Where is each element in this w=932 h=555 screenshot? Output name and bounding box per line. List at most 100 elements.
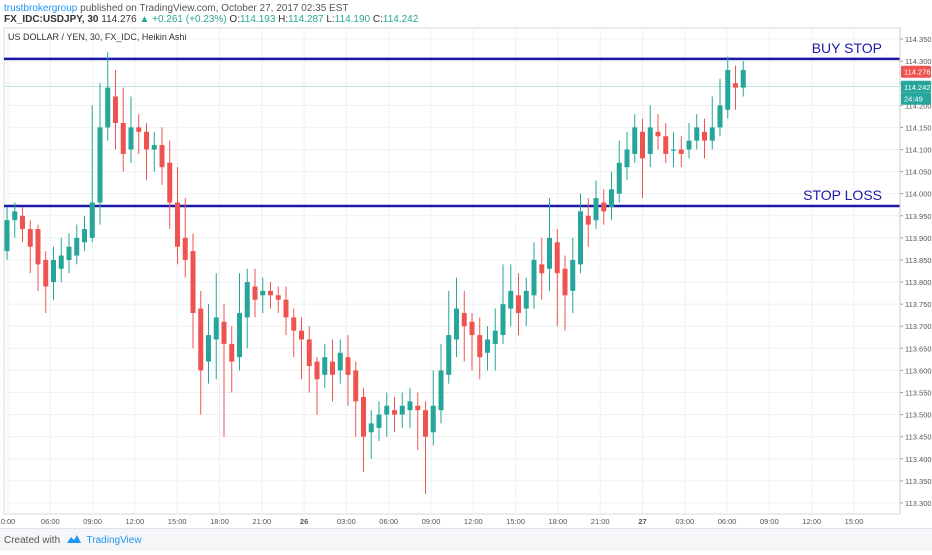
- y-tick-label: 113.650: [905, 344, 932, 353]
- candle-body: [624, 149, 630, 168]
- candle-body: [190, 251, 196, 313]
- candle-body: [12, 211, 18, 221]
- price-label-text: 24:49: [904, 95, 923, 104]
- candle-body: [461, 312, 467, 327]
- publish-line: trustbrokergroup published on TradingVie…: [4, 3, 348, 14]
- candle-body: [136, 127, 142, 132]
- candle-body: [51, 259, 56, 283]
- candle-body: [384, 405, 390, 415]
- candle-body: [593, 198, 599, 221]
- y-tick-label: 114.000: [905, 190, 932, 199]
- tradingview-link[interactable]: TradingView: [86, 535, 142, 547]
- candle-body: [500, 304, 506, 336]
- y-tick-label: 113.350: [905, 477, 932, 486]
- trade-line-label: BUY STOP: [812, 40, 882, 56]
- x-tick-label: 06:00: [718, 517, 737, 526]
- candle-body: [632, 127, 638, 154]
- x-tick-label: 09:00: [422, 517, 441, 526]
- candle-body: [144, 131, 149, 150]
- candle-body: [120, 122, 126, 154]
- candle-body: [454, 308, 459, 340]
- x-tick-label: 03:00: [337, 517, 356, 526]
- author-link[interactable]: trustbrokergroup: [4, 3, 78, 14]
- candle-body: [113, 96, 118, 123]
- candle-body: [244, 282, 250, 318]
- tradingview-logo-icon: [66, 534, 81, 547]
- candle-body: [554, 242, 560, 274]
- candle-body: [237, 312, 242, 358]
- candle-body: [167, 162, 173, 203]
- candle-body: [717, 105, 723, 128]
- y-tick-label: 113.700: [905, 322, 932, 331]
- candle-body: [686, 140, 692, 150]
- candle-body: [82, 229, 87, 243]
- candle-body: [27, 229, 33, 247]
- x-tick-label: 26: [300, 517, 308, 526]
- candle-body: [647, 127, 653, 154]
- chart-title: US DOLLAR / YEN, 30, FX_IDC, Heikin Ashi: [8, 32, 186, 42]
- y-tick-label: 114.300: [905, 57, 932, 66]
- candle-body: [392, 410, 397, 415]
- candle-body: [415, 405, 421, 411]
- candle-body: [221, 321, 227, 344]
- x-tick-label: 27: [638, 517, 646, 526]
- y-tick-label: 114.150: [905, 123, 932, 132]
- candle-body: [655, 131, 661, 137]
- x-tick-label: 06:00: [41, 517, 60, 526]
- candle-body: [562, 268, 568, 296]
- y-tick-label: 114.350: [905, 35, 932, 44]
- y-tick-label: 113.750: [905, 300, 932, 309]
- y-tick-label: 113.300: [905, 499, 932, 508]
- candle-body: [345, 357, 351, 375]
- candle-body: [229, 343, 235, 362]
- candle-body: [523, 290, 529, 309]
- open-label: O:: [229, 14, 240, 25]
- x-tick-label: 12:00: [464, 517, 483, 526]
- close-value: 114.242: [382, 14, 419, 25]
- close-label: C:: [372, 14, 383, 25]
- candle-body: [314, 361, 320, 380]
- price-label-text: 114.276: [904, 68, 931, 77]
- high-value: 114.287: [288, 14, 324, 25]
- x-tick-label: 18:00: [210, 517, 229, 526]
- candle-body: [663, 136, 669, 154]
- candle-body: [182, 237, 188, 260]
- y-tick-label: 113.950: [905, 212, 932, 221]
- candle-body: [20, 215, 25, 230]
- candle-body: [601, 202, 607, 212]
- x-tick-label: 0:00: [1, 517, 16, 526]
- candle-body: [578, 211, 583, 265]
- candle-body: [35, 229, 41, 265]
- candle-body: [438, 370, 444, 411]
- candle-body: [275, 295, 281, 300]
- candle-body: [477, 335, 483, 358]
- candle-body: [709, 127, 715, 141]
- candle-body: [89, 202, 95, 238]
- x-tick-label: 09:00: [760, 517, 779, 526]
- candle-body: [423, 410, 428, 437]
- candles: [4, 52, 746, 495]
- candle-body: [268, 290, 273, 296]
- candle-body: [539, 264, 545, 274]
- candle-body: [678, 149, 684, 154]
- y-tick-label: 113.800: [905, 278, 932, 287]
- candle-body: [213, 317, 219, 340]
- candle-body: [66, 246, 72, 260]
- x-tick-label: 06:00: [379, 517, 398, 526]
- candle-body: [353, 370, 359, 402]
- candle-body: [128, 127, 134, 150]
- candle-body: [74, 237, 80, 256]
- x-tick-label: 03:00: [675, 517, 694, 526]
- candle-body: [725, 69, 731, 110]
- candle-body: [337, 352, 343, 371]
- published-text: published on TradingView.com, October 27…: [80, 3, 349, 14]
- candle-body: [516, 295, 521, 313]
- candle-body: [198, 308, 204, 371]
- candle-body: [151, 145, 157, 150]
- x-tick-label: 21:00: [591, 517, 610, 526]
- candle-body: [206, 335, 211, 362]
- candle-body: [671, 149, 676, 151]
- x-tick-label: 09:00: [83, 517, 102, 526]
- y-tick-label: 113.550: [905, 389, 932, 398]
